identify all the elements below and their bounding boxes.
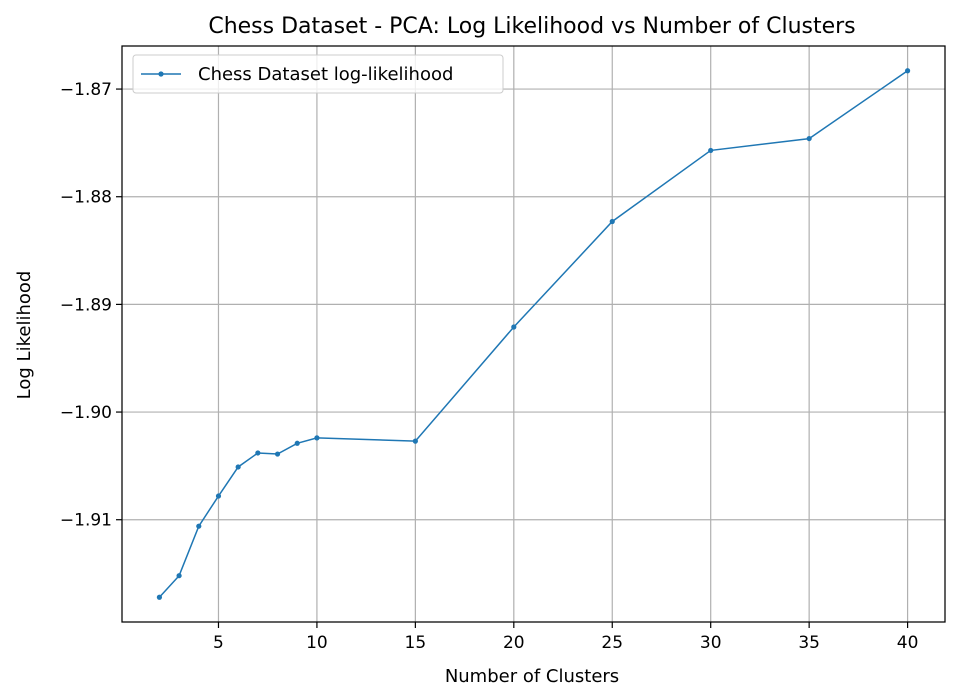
x-tick-label: 30 [700,633,722,653]
legend-box [132,54,504,94]
data-point [806,135,812,142]
data-point [255,450,261,456]
y-tick-label: −1.90 [60,403,112,423]
data-point [294,440,300,446]
x-tick-label: 35 [798,633,820,653]
y-tick-label: −1.89 [60,295,112,315]
x-tick-label: 5 [213,633,224,653]
data-point [609,218,615,225]
chart-title: Chess Dataset - PCA: Log Likelihood vs N… [208,14,855,39]
data-point [215,493,222,499]
grid [122,46,945,622]
data-point [412,438,418,444]
data-point [156,594,163,600]
legend-marker-swatch [158,71,164,77]
data-point [176,573,182,579]
y-axis-ticks: −1.87 −1.88 −1.89 −1.90 −1.91 [60,80,122,531]
x-axis-ticks: 5 10 15 20 25 30 35 40 [213,622,918,653]
legend-label: Chess Dataset log-likelihood [198,64,453,85]
x-tick-label: 40 [897,633,919,653]
data-point [235,464,241,470]
x-tick-label: 10 [306,633,328,653]
data-point [314,435,320,441]
data-point [274,451,281,457]
y-tick-label: −1.87 [60,80,112,100]
data-point [708,147,714,154]
y-tick-label: −1.91 [60,511,112,531]
x-tick-label: 20 [503,633,525,653]
data-point [196,523,202,529]
legend: Chess Dataset log-likelihood [132,54,504,94]
x-axis-label: Number of Clusters [445,666,619,687]
x-tick-label: 25 [601,633,623,653]
data-point [511,324,517,330]
data-point [904,68,911,74]
y-tick-label: −1.88 [60,188,112,208]
x-tick-label: 15 [405,633,427,653]
axes-frame [121,45,946,623]
y-axis-label: Log Likelihood [14,271,35,400]
series-line-layer [156,68,911,600]
